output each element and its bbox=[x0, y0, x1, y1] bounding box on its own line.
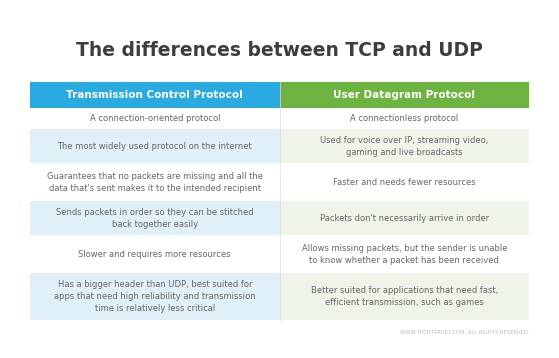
Bar bbox=[30, 129, 280, 163]
Text: Better suited for applications that need fast,
efficient transmission, such as g: Better suited for applications that need… bbox=[311, 286, 498, 307]
Text: Transmission Control Protocol: Transmission Control Protocol bbox=[67, 90, 243, 100]
Text: Faster and needs fewer resources: Faster and needs fewer resources bbox=[333, 178, 476, 187]
Bar bbox=[280, 163, 529, 201]
Text: The differences between TCP and UDP: The differences between TCP and UDP bbox=[76, 40, 483, 59]
Text: Packets don't necessarily arrive in order: Packets don't necessarily arrive in orde… bbox=[320, 214, 489, 223]
Bar bbox=[30, 201, 280, 235]
Text: Guarantees that no packets are missing and all the
data that's sent makes it to : Guarantees that no packets are missing a… bbox=[47, 172, 263, 193]
Bar bbox=[280, 201, 529, 235]
Bar bbox=[280, 129, 529, 163]
Text: Has a bigger header than UDP, best suited for
apps that need high reliability an: Has a bigger header than UDP, best suite… bbox=[54, 280, 255, 313]
Bar bbox=[30, 235, 280, 274]
Bar bbox=[30, 108, 280, 129]
Bar bbox=[30, 274, 280, 320]
Text: The most widely used protocol on the internet: The most widely used protocol on the int… bbox=[58, 142, 252, 151]
Bar bbox=[280, 235, 529, 274]
Text: Sends packets in order so they can be stitched
back together easily: Sends packets in order so they can be st… bbox=[56, 208, 254, 229]
Text: A connectionless protocol: A connectionless protocol bbox=[350, 114, 458, 123]
Bar bbox=[30, 163, 280, 201]
Bar bbox=[280, 108, 529, 129]
Text: User Datagram Protocol: User Datagram Protocol bbox=[333, 90, 475, 100]
Text: Allows missing packets, but the sender is unable
to know whether a packet has be: Allows missing packets, but the sender i… bbox=[301, 244, 507, 265]
Bar bbox=[280, 274, 529, 320]
Bar bbox=[30, 82, 280, 108]
Text: WWW.TECHTARGET.COM. ALL RIGHTS RESERVED.: WWW.TECHTARGET.COM. ALL RIGHTS RESERVED. bbox=[400, 329, 529, 334]
Text: Used for voice over IP, streaming video,
gaming and live broadcasts: Used for voice over IP, streaming video,… bbox=[320, 136, 489, 156]
Bar bbox=[280, 82, 529, 108]
Text: A connection-oriented protocol: A connection-oriented protocol bbox=[89, 114, 220, 123]
Text: Slower and requires more resources: Slower and requires more resources bbox=[78, 250, 231, 259]
